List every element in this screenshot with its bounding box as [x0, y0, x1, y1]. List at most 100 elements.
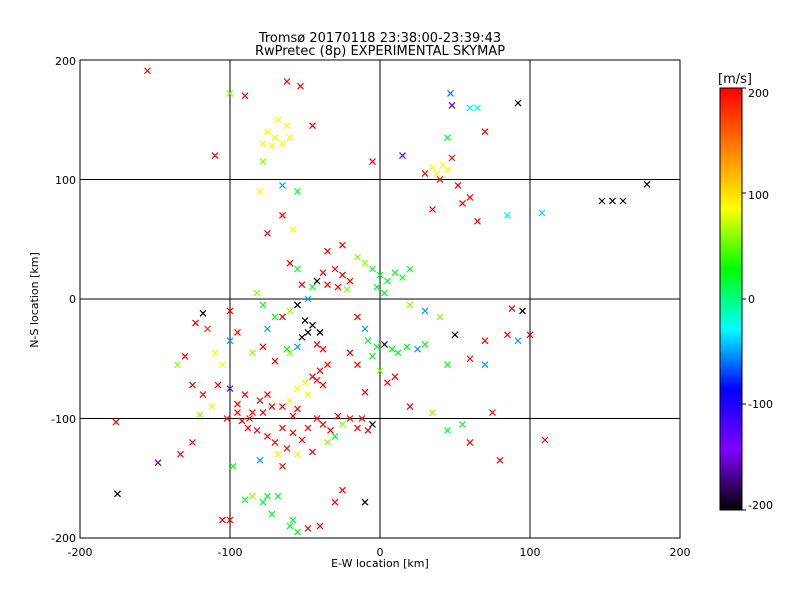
data-point-cross [421, 307, 429, 315]
colorbar-tick-label: 0 [748, 293, 755, 306]
y-axis-ticks: -200 -100 0 100 200 [51, 55, 76, 545]
data-point-cross [286, 134, 294, 142]
data-point-cross [324, 438, 331, 446]
data-point-cross [399, 152, 406, 160]
data-point-cross [211, 349, 219, 357]
data-point-cross [466, 104, 474, 112]
data-point-cross [436, 176, 444, 183]
data-point-cross [514, 337, 522, 345]
data-point-cross [526, 331, 534, 339]
data-point-cross [259, 158, 267, 165]
chart-title: Tromsø 20170118 23:38:00-23:39:43 [258, 31, 501, 46]
x-tick-label: 100 [520, 546, 541, 559]
x-axis-label: E-W location [km] [331, 557, 429, 570]
data-point-cross [238, 417, 246, 425]
data-point-cross [264, 128, 271, 136]
data-point-cross [598, 197, 606, 205]
colorbar: [m/s] 200 100 0 -100 -200 [718, 72, 773, 512]
data-point-cross [259, 409, 267, 416]
data-point-cross [286, 259, 294, 267]
data-point-cross [279, 313, 286, 321]
data-point-cross [399, 274, 406, 281]
data-point-cross [519, 307, 526, 315]
data-point-cross [444, 134, 451, 142]
data-point-cross [289, 429, 297, 437]
data-point-cross [219, 516, 226, 524]
data-point-cross [289, 412, 297, 420]
data-point-cross [304, 295, 312, 303]
data-point-cross [429, 205, 436, 213]
data-point-cross [421, 340, 429, 348]
data-point-cross [289, 226, 297, 234]
data-point-cross [154, 459, 162, 467]
data-point-cross [294, 405, 301, 413]
data-point-cross [114, 490, 121, 498]
data-point-cross [346, 415, 354, 422]
data-point-cross [264, 391, 271, 399]
data-point-cross [334, 412, 342, 420]
data-point-cross [279, 462, 286, 470]
plot-frame [79, 59, 681, 539]
data-point-cross [259, 498, 267, 506]
data-point-cross [294, 301, 301, 309]
colorbar-gradient [719, 87, 743, 511]
data-point-cross [316, 522, 324, 530]
data-point-cross [234, 400, 241, 408]
y-tick-label: 0 [69, 293, 76, 306]
data-point-cross [361, 388, 369, 396]
data-point-cross [319, 269, 327, 277]
data-point-cross [249, 492, 256, 500]
data-point-cross [253, 289, 261, 297]
data-point-cross [364, 337, 372, 345]
data-point-cross [334, 283, 342, 291]
data-point-cross [331, 433, 339, 440]
y-axis-label: N-S location [km] [28, 252, 41, 348]
data-point-cross [181, 352, 189, 360]
data-point-cross [369, 421, 376, 428]
data-point-cross [256, 397, 264, 404]
data-point-cross [384, 277, 391, 285]
data-point-cross [354, 253, 361, 261]
data-point-cross [313, 277, 321, 285]
data-point-cross [174, 361, 181, 369]
data-point-cross [376, 271, 384, 279]
data-point-cross [294, 450, 301, 458]
data-point-cross [271, 134, 279, 142]
data-point-cross [264, 492, 271, 500]
data-point-cross [489, 409, 496, 416]
data-point-cross [177, 450, 184, 458]
data-point-cross [444, 361, 451, 369]
data-point-cross [259, 140, 267, 148]
data-point-cross [369, 352, 376, 360]
data-point-cross [144, 67, 151, 75]
data-point-cross [354, 424, 361, 432]
data-point-cross [304, 424, 312, 432]
data-point-cross [241, 496, 249, 504]
data-point-cross [189, 438, 196, 446]
data-point-cross [294, 528, 301, 536]
data-point-cross [313, 376, 321, 384]
data-point-cross [223, 415, 231, 422]
data-point-cross [384, 379, 391, 387]
data-point-cross [271, 357, 279, 365]
data-point-cross [394, 349, 402, 357]
data-point-cross [226, 516, 234, 524]
data-point-cross [226, 90, 234, 97]
data-point-cross [309, 283, 316, 291]
data-point-cross [226, 307, 234, 315]
data-point-cross [249, 409, 256, 416]
data-point-cross [319, 421, 327, 428]
data-point-cross [283, 444, 291, 452]
data-point-cross [274, 116, 282, 124]
data-point-cross [298, 333, 306, 341]
colorbar-tick-label: 200 [748, 87, 769, 100]
data-point-cross [274, 450, 282, 458]
data-point-cross [256, 188, 264, 195]
data-point-cross [331, 498, 339, 506]
chart-subtitle: RwPretec (8p) EXPERIMENTAL SKYMAP [255, 44, 505, 59]
data-point-cross [373, 283, 381, 291]
data-point-cross [373, 343, 381, 351]
data-points [112, 67, 651, 536]
data-point-cross [279, 182, 286, 189]
